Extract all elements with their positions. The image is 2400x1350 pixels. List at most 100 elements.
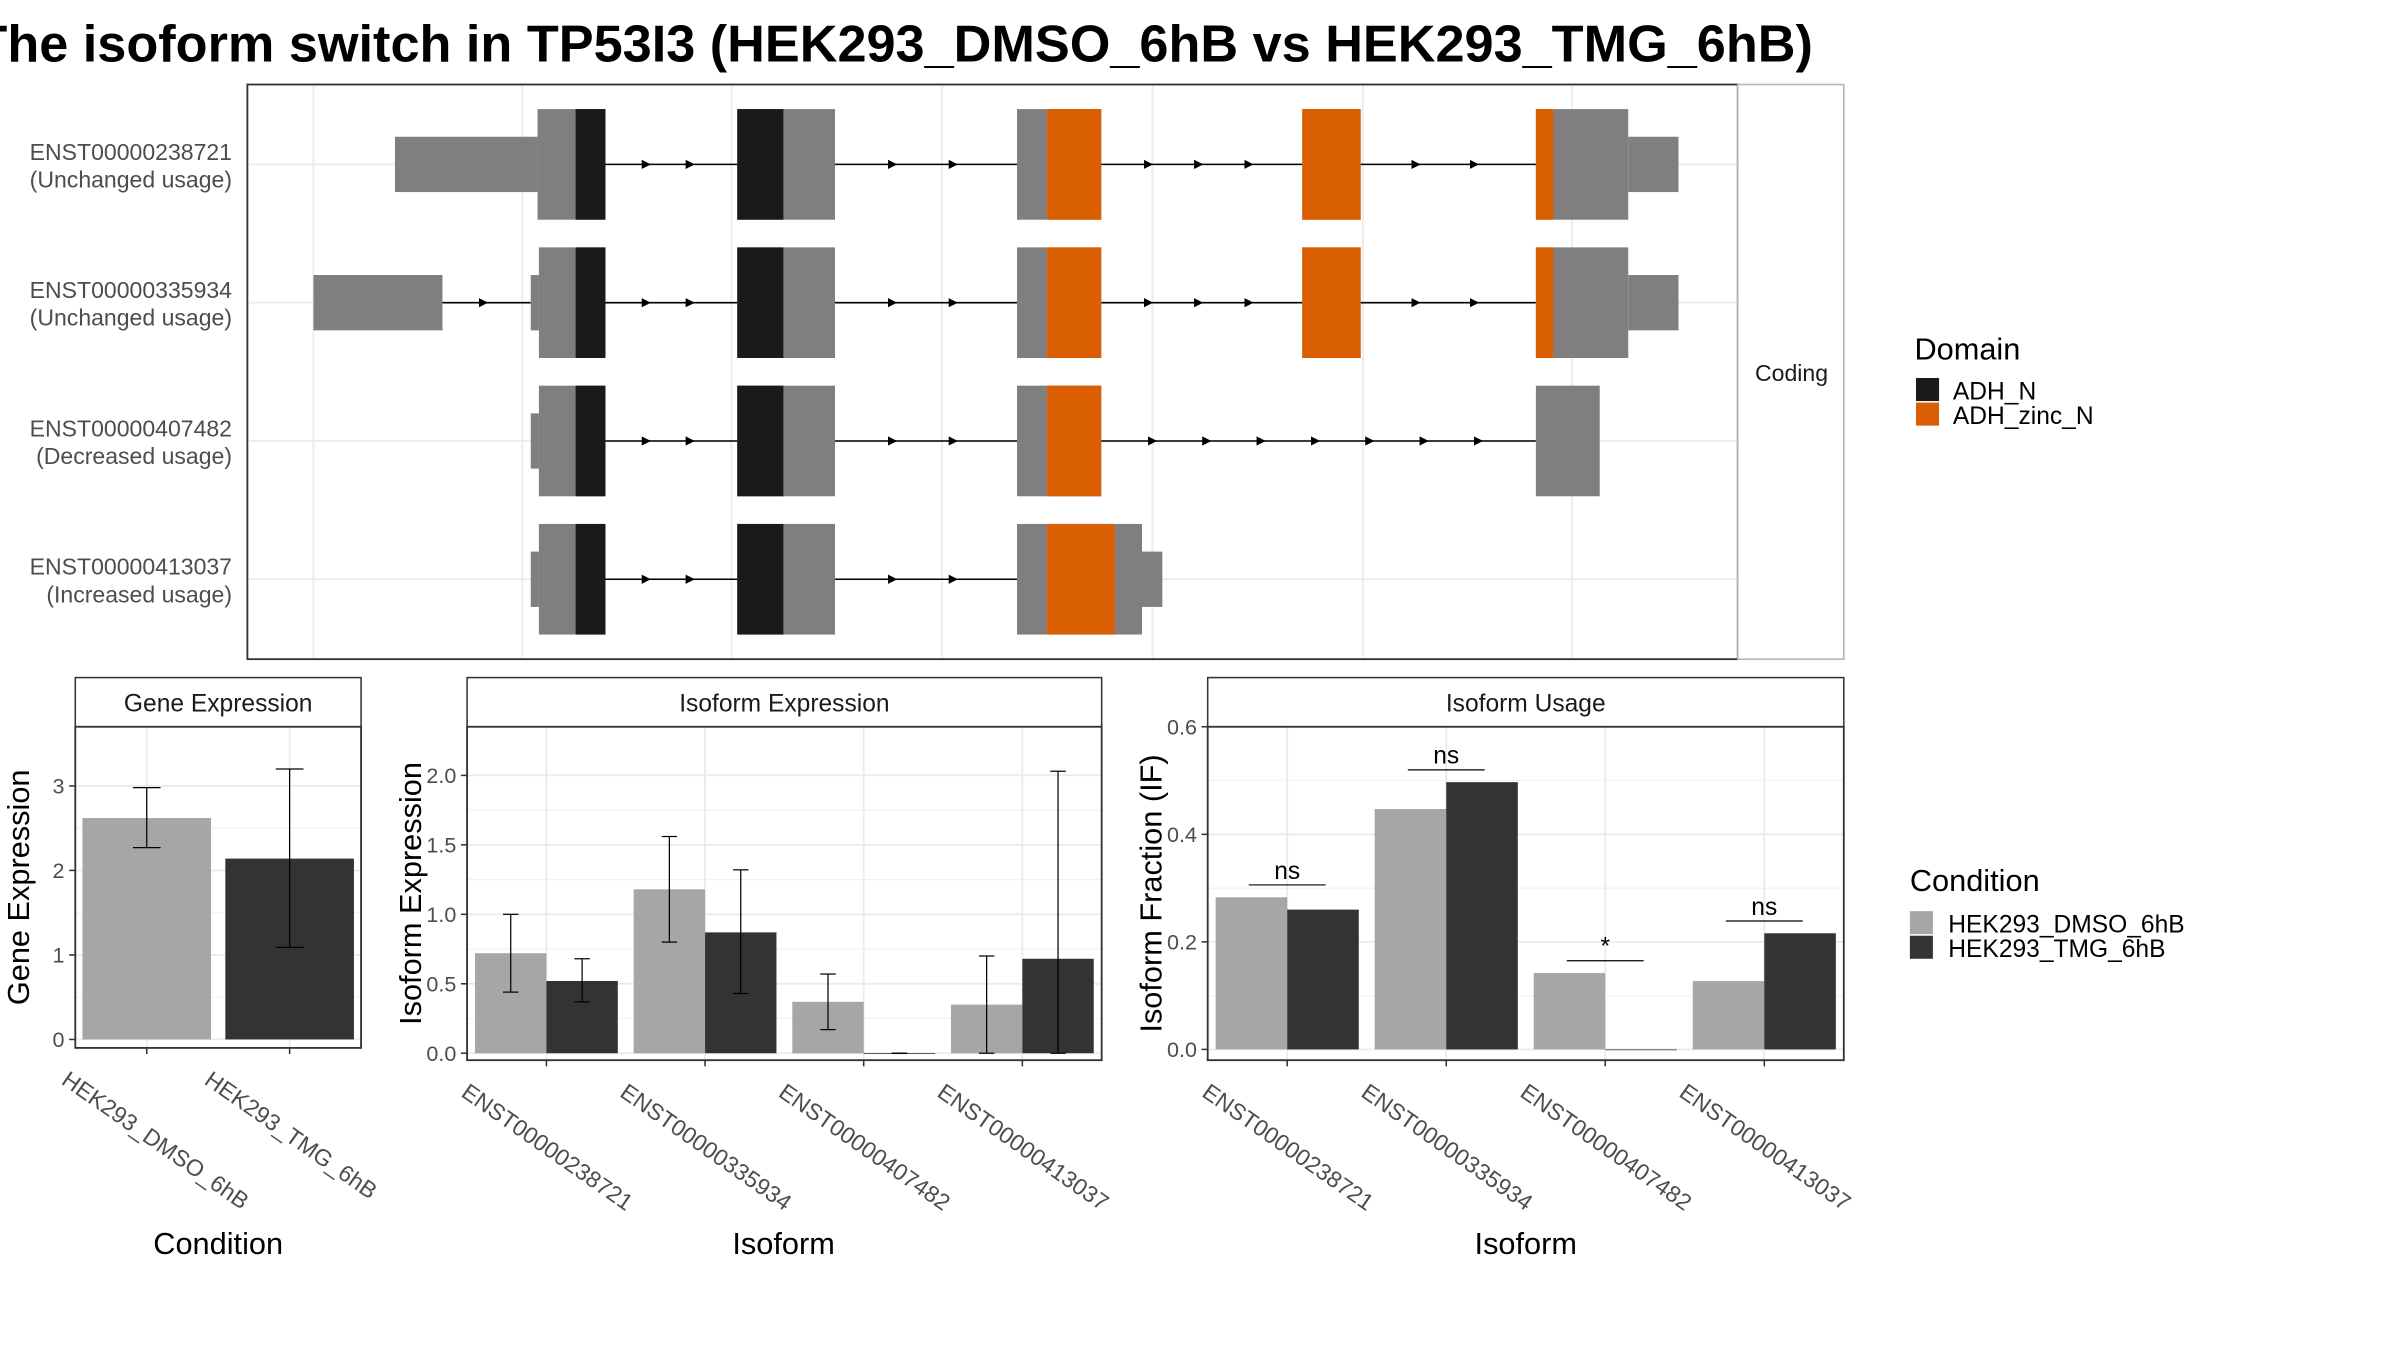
exon: [538, 247, 576, 359]
y-tick-label: 0.0: [426, 1042, 456, 1066]
y-tick-label: 1.0: [426, 903, 456, 927]
isoform-track: [313, 247, 1679, 359]
coding-strip: [1737, 83, 1845, 660]
bar: [1446, 782, 1518, 1050]
x-tick-label: ENST00000238721: [457, 1078, 638, 1215]
exon: [1535, 385, 1600, 497]
exon: [1017, 523, 1047, 635]
bar: [1533, 973, 1606, 1050]
panel-strip: [466, 676, 1103, 728]
exon: [530, 275, 539, 331]
panel-border: [1206, 725, 1845, 1062]
y-axis-title: Isoform Fraction (IF): [1134, 754, 1169, 1032]
significance-label: ns: [1274, 858, 1300, 885]
exon: [394, 136, 538, 193]
legend-label-adh-zinc-n: ADH_zinc_N: [1953, 403, 2094, 430]
y-tick-label: 3: [53, 775, 65, 799]
exon: [1628, 275, 1679, 331]
exon: [1017, 385, 1047, 497]
domain-adh-zinc-n: [1302, 247, 1361, 359]
domain-adh-n: [575, 385, 606, 497]
y-tick-label: 0: [53, 1028, 65, 1052]
significance-label: *: [1600, 934, 1610, 961]
panel-title: Isoform Expression: [679, 690, 889, 717]
domain-adh-n: [575, 247, 606, 359]
y-tick-label: 0.0: [1167, 1038, 1197, 1062]
exon: [783, 247, 836, 359]
isoform-id-label: ENST00000407482: [30, 415, 232, 441]
isoform-track: [530, 385, 1600, 497]
exon: [783, 523, 836, 635]
y-axis-title: Isoform Expression: [393, 762, 428, 1025]
significance-label: ns: [1433, 743, 1459, 770]
domain-adh-zinc-n: [1046, 523, 1115, 635]
y-tick-label: 0.6: [1167, 715, 1197, 739]
y-tick-label: 1: [53, 944, 65, 968]
exon: [538, 385, 576, 497]
isoform-labels: ENST00000238721(Unchanged usage)ENST0000…: [30, 139, 233, 608]
isoform-usage-label: (Increased usage): [46, 581, 232, 607]
exon: [1628, 136, 1679, 193]
y-tick-label: 2.0: [426, 764, 456, 788]
y-tick-label: 0.4: [1167, 823, 1197, 847]
domain-adh-n: [575, 109, 606, 220]
coding-strip-label: Coding: [1755, 360, 1828, 386]
domain-adh-n: [575, 523, 606, 635]
isoform-id-label: ENST00000413037: [30, 554, 232, 580]
y-tick-label: 0.5: [426, 972, 456, 996]
domain-adh-zinc-n: [1046, 109, 1102, 220]
x-tick-label: ENST00000335934: [1357, 1078, 1538, 1215]
bar: [1605, 1049, 1677, 1051]
domain-adh-zinc-n: [1302, 109, 1361, 220]
x-tick-label: ENST00000238721: [1198, 1078, 1379, 1215]
bar: [82, 818, 212, 1040]
domain-adh-zinc-n: [1046, 385, 1102, 497]
gene-expression-panel: Gene Expression0123HEK293_DMSO_6hBHEK293…: [1, 676, 382, 1261]
exon: [783, 109, 836, 220]
domain-adh-zinc-n: [1535, 247, 1554, 359]
domain-adh-n: [737, 109, 784, 220]
panel-border: [466, 725, 1103, 1062]
y-axis-title: Gene Expression: [1, 770, 36, 1006]
domain-legend: Domain ADH_N ADH_zinc_N: [1914, 332, 2093, 431]
isoform-usage-label: (Unchanged usage): [30, 166, 232, 192]
x-tick-label: ENST00000335934: [616, 1078, 797, 1215]
structure-tracks: [313, 109, 1679, 635]
legend-label-dmso: HEK293_DMSO_6hB: [1948, 912, 2184, 939]
x-tick-label: ENST00000407482: [774, 1078, 955, 1215]
exon: [537, 109, 576, 220]
x-tick-label: ENST00000413037: [933, 1078, 1114, 1215]
domain-adh-n: [737, 385, 784, 497]
isoform-id-label: ENST00000238721: [30, 139, 232, 165]
bar: [1764, 933, 1836, 1050]
figure-title: The isoform switch in TP53I3 (HEK293_DMS…: [0, 15, 1813, 73]
exon: [530, 551, 539, 607]
domain-adh-n: [737, 523, 784, 635]
condition-legend: Condition HEK293_DMSO_6hB HEK293_TMG_6hB: [1909, 863, 2185, 963]
exon: [538, 523, 576, 635]
bar: [1215, 897, 1288, 1050]
legend-label-adh-n: ADH_N: [1953, 378, 2036, 405]
panel-title: Isoform Usage: [1446, 690, 1606, 717]
legend-swatch-tmg: [1909, 935, 1933, 959]
exon: [313, 275, 443, 331]
isoform-usage-label: (Unchanged usage): [30, 305, 232, 331]
domain-adh-zinc-n: [1535, 109, 1554, 220]
legend-swatch-adh-n: [1916, 377, 1940, 402]
y-tick-label: 0.2: [1167, 931, 1197, 955]
isoform-usage-label: (Decreased usage): [36, 443, 232, 469]
legend-swatch-dmso: [1909, 911, 1933, 935]
bar: [1287, 909, 1359, 1050]
transcript-structure-panel: Coding ENST00000238721(Unchanged usage)E…: [30, 83, 1845, 661]
domain-adh-n: [737, 247, 784, 359]
domain-legend-title: Domain: [1914, 332, 2020, 367]
significance-label: ns: [1751, 894, 1777, 921]
isoform-expression-panel: Isoform Expression 0.0 0.5 1.0 1.5 2.0 ENST000…: [393, 676, 1114, 1261]
x-tick-label: ENST00000413037: [1675, 1078, 1856, 1215]
exon: [1553, 247, 1629, 359]
panel-title: Gene Expression: [124, 690, 313, 717]
domain-adh-zinc-n: [1046, 247, 1102, 359]
y-tick-label: 2: [53, 859, 65, 883]
